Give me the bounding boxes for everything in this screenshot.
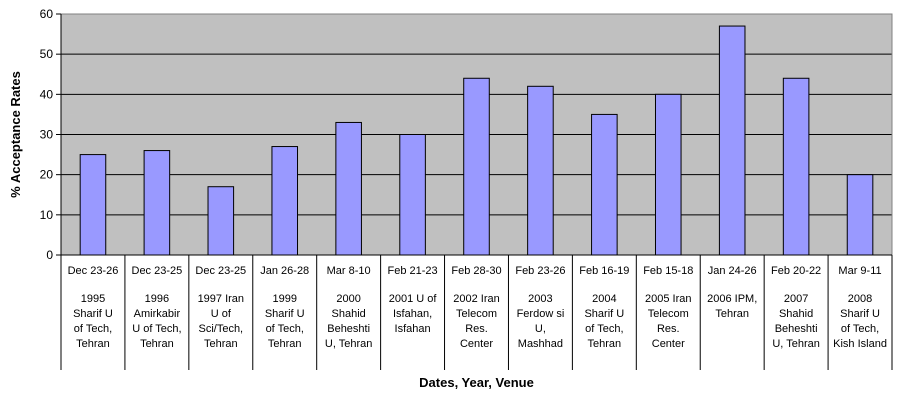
y-axis: 0 10 20 30 40 50 60: [40, 7, 62, 262]
category-dates-label: Jan 24-26: [708, 265, 757, 277]
category-venue-label: 2001 U of: [389, 293, 438, 305]
category-venue-label: 2004: [592, 293, 616, 305]
category-venue-label: Tehran: [76, 338, 110, 350]
category-venue-label: U,: [535, 323, 546, 335]
bars: [79, 25, 874, 256]
bar: [527, 85, 554, 256]
category-venue-label: Beheshti: [775, 323, 818, 335]
category-venue-label: 1995: [81, 293, 105, 305]
bar: [207, 186, 235, 256]
category-dates-label: Feb 16-19: [579, 265, 629, 277]
bar: [846, 174, 874, 256]
category-venue-label: Beheshti: [327, 323, 370, 335]
x-axis: Dec 23-26 1995 Sharif U of Tech, Tehran Dec 2…: [60, 254, 893, 370]
category-venue-label: of Tech,: [585, 323, 623, 335]
y-tick-label: 50: [40, 47, 54, 61]
category-dates-label: Mar 9-11: [838, 265, 881, 277]
bar: [399, 134, 426, 256]
category-venue-label: 2008: [848, 293, 872, 305]
category-venue-label: 2003: [528, 293, 552, 305]
y-tick-label: 60: [40, 7, 54, 21]
category-venue-label: 2002 Iran: [453, 293, 499, 305]
category-venue-label: Sharif U: [584, 308, 624, 320]
category-venue-label: Center: [460, 338, 493, 350]
category-venue-label: 1997 Iran: [198, 293, 244, 305]
y-tick-label: 0: [46, 248, 53, 262]
bar: [271, 146, 299, 256]
category-venue-label: 1996: [145, 293, 169, 305]
category-venue-label: of Tech,: [841, 323, 879, 335]
category-venue-label: U of Tech,: [132, 323, 181, 335]
category-venue-label: Isfahan: [395, 323, 431, 335]
category-venue-label: Telecom: [648, 308, 689, 320]
category-venue-label: Tehran: [140, 338, 174, 350]
category-venue-label: 2005 Iran: [645, 293, 691, 305]
y-tick-label: 40: [40, 87, 54, 101]
y-axis-title: % Acceptance Rates: [8, 71, 23, 198]
category-dates-label: Feb 20-22: [771, 265, 821, 277]
bar: [654, 93, 682, 256]
category-dates-label: Feb 23-26: [515, 265, 565, 277]
bar: [591, 113, 618, 256]
y-tick-label: 10: [40, 208, 54, 222]
category-dates-label: Dec 23-26: [68, 265, 119, 277]
category-venue-label: Shahid: [332, 308, 366, 320]
category-venue-label: Res.: [657, 323, 680, 335]
category-venue-label: Sharif U: [840, 308, 880, 320]
category-venue-label: Tehran: [204, 338, 238, 350]
x-axis-title: Dates, Year, Venue: [419, 375, 534, 390]
category-dates-label: Dec 23-25: [195, 265, 246, 277]
category-venue-label: of Tech,: [266, 323, 304, 335]
category-venue-label: Mashhad: [518, 338, 563, 350]
bar: [335, 121, 362, 256]
category-venue-label: Kish Island: [833, 338, 887, 350]
category-venue-label: 2006 IPM,: [707, 293, 757, 305]
category-venue-label: Telecom: [456, 308, 497, 320]
category-dates-label: Feb 21-23: [387, 265, 437, 277]
bar: [143, 150, 171, 256]
category-venue-label: Center: [652, 338, 685, 350]
category-venue-label: U of: [211, 308, 232, 320]
category-venue-label: U, Tehran: [772, 338, 820, 350]
category-venue-label: Res.: [465, 323, 488, 335]
category-venue-label: Sharif U: [265, 308, 305, 320]
y-tick-label: 20: [40, 168, 54, 182]
y-tick-label: 30: [40, 128, 54, 142]
category-venue-label: Sci/Tech,: [198, 323, 243, 335]
bar: [79, 154, 107, 256]
category-venue-label: Isfahan,: [393, 308, 432, 320]
category-venue-label: 1999: [272, 293, 296, 305]
category-dates-label: Mar 8-10: [327, 265, 371, 277]
bar: [718, 25, 746, 256]
category-dates-label: Feb 28-30: [451, 265, 501, 277]
category-venue-label: 2007: [784, 293, 808, 305]
category-venue-label: Tehran: [715, 308, 749, 320]
category-venue-label: Shahid: [779, 308, 813, 320]
category-dates-label: Feb 15-18: [643, 265, 693, 277]
category-dates-label: Dec 23-25: [132, 265, 183, 277]
category-venue-label: Sharif U: [73, 308, 113, 320]
category-venue-label: Tehran: [588, 338, 622, 350]
category-venue-label: of Tech,: [74, 323, 112, 335]
category-venue-label: Tehran: [268, 338, 302, 350]
category-venue-label: 2000: [336, 293, 360, 305]
bar: [463, 77, 490, 256]
category-venue-label: Amirkabir: [134, 308, 181, 320]
category-dates-label: Jan 26-28: [260, 265, 309, 277]
category-venue-label: Ferdow si: [517, 308, 565, 320]
category-venue-label: U, Tehran: [325, 338, 373, 350]
bar: [782, 77, 810, 256]
